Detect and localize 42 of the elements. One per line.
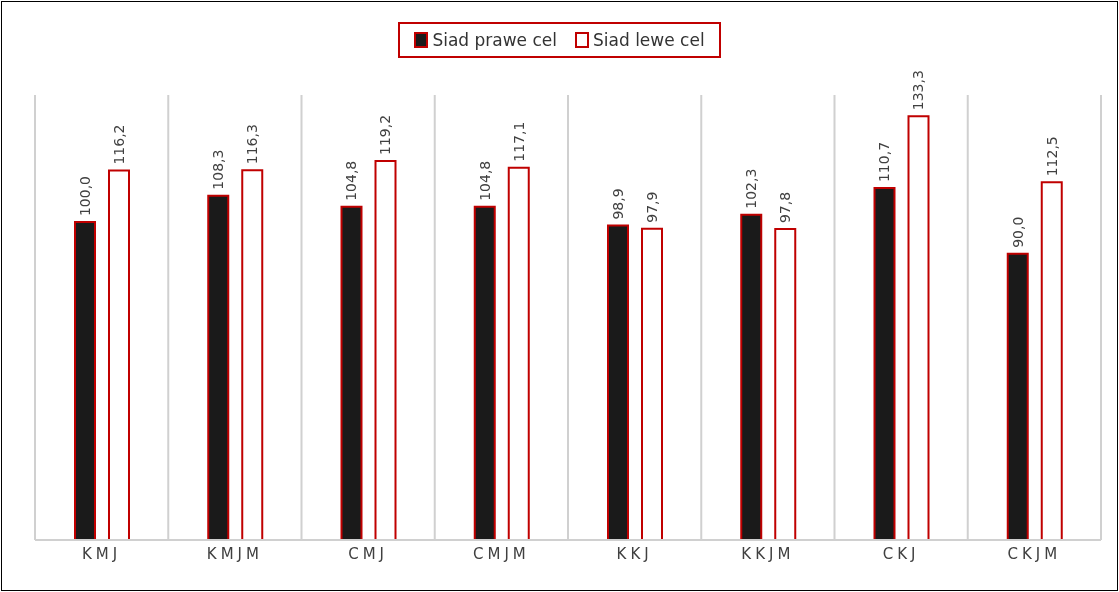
- x-tick-label: KKJ: [616, 544, 653, 563]
- data-label: 108,3: [210, 149, 227, 190]
- bar: [907, 115, 930, 540]
- data-label: 104,8: [343, 160, 360, 201]
- data-label: 98,9: [610, 188, 626, 220]
- data-label: 97,9: [644, 191, 660, 223]
- data-label: 100,0: [77, 175, 93, 217]
- legend-label: Siad lewe cel: [593, 30, 705, 50]
- bar: [873, 187, 896, 540]
- data-label: 90,0: [1009, 216, 1026, 248]
- data-label: 116,2: [111, 124, 127, 165]
- bar: [641, 227, 663, 540]
- data-label: 117,1: [510, 121, 527, 162]
- bar: [108, 169, 130, 540]
- bar: [241, 169, 264, 540]
- bar: [1040, 181, 1063, 540]
- x-tick-label: CKJ: [882, 544, 920, 563]
- data-label: 104,8: [476, 160, 493, 201]
- data-label: 97,8: [777, 191, 794, 224]
- x-tick-label: KMJM: [206, 544, 263, 563]
- bar: [74, 221, 96, 540]
- x-tick-label: KKJM: [741, 544, 795, 563]
- legend-label: Siad prawe cel: [432, 30, 557, 50]
- data-label: 102,3: [743, 168, 760, 209]
- data-label: 110,7: [876, 141, 893, 183]
- bar: [374, 160, 397, 540]
- bar: [1006, 252, 1029, 540]
- data-label: 133,3: [910, 70, 927, 111]
- bar: [507, 166, 530, 540]
- bar: [207, 194, 230, 540]
- x-tick-label: KMJ: [82, 544, 122, 563]
- bar: [740, 213, 763, 540]
- x-tick-label: CKJM: [1007, 544, 1062, 563]
- data-label: 112,5: [1043, 136, 1060, 177]
- bar: [473, 205, 496, 540]
- x-tick-label: CMJ: [348, 544, 389, 563]
- bar: [607, 224, 629, 540]
- data-label: 119,2: [377, 114, 394, 156]
- bar: [774, 228, 797, 540]
- bar: [340, 205, 363, 540]
- x-tick-label: CMJM: [472, 544, 530, 563]
- data-label: 116,3: [244, 124, 261, 165]
